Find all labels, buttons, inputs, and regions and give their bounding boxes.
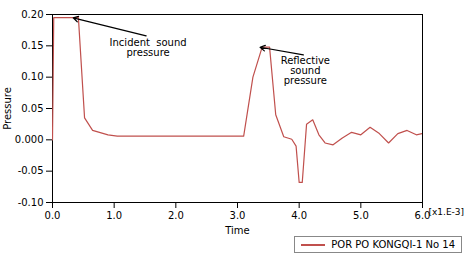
svg-text:1.0: 1.0 xyxy=(106,210,122,221)
svg-text:2.0: 2.0 xyxy=(168,210,184,221)
svg-text:0.05: 0.05 xyxy=(21,103,43,114)
svg-text:4.0: 4.0 xyxy=(291,210,307,221)
svg-text:Reflectivesoundpressure: Reflectivesoundpressure xyxy=(281,55,330,86)
svg-text:Time: Time xyxy=(224,225,249,236)
svg-text:Pressure: Pressure xyxy=(2,87,13,130)
html-text:POR PO KONGQI-1 No 14: POR PO KONGQI-1 No 14 xyxy=(331,239,455,250)
svg-text:0.0: 0.0 xyxy=(45,210,61,221)
svg-text:0.10: 0.10 xyxy=(21,71,43,82)
svg-text:-0.10: -0.10 xyxy=(18,197,44,208)
svg-text:3.0: 3.0 xyxy=(230,210,246,221)
svg-text:0.20: 0.20 xyxy=(21,9,43,20)
svg-text:Incident soundpressure: Incident soundpressure xyxy=(110,37,187,58)
svg-text:6.0: 6.0 xyxy=(414,209,431,221)
svg-text:[x1.E-3]: [x1.E-3] xyxy=(429,207,465,217)
svg-text:0.15: 0.15 xyxy=(21,40,43,51)
svg-text:5.0: 5.0 xyxy=(353,210,369,221)
svg-text:-0.05: -0.05 xyxy=(18,165,44,176)
svg-text:0.000: 0.000 xyxy=(15,134,44,145)
